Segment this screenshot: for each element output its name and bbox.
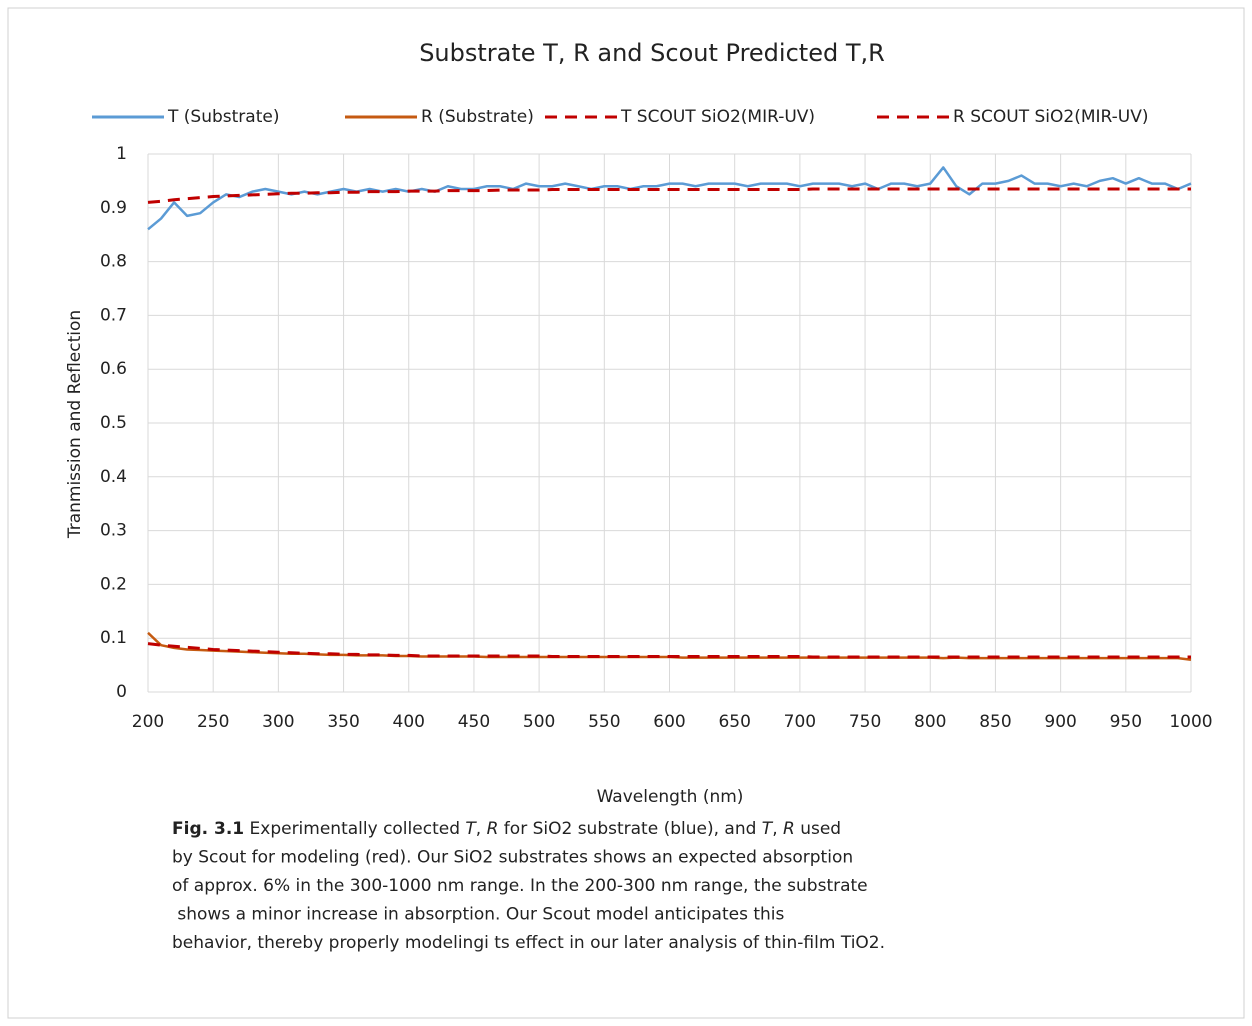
x-tick-label: 950 bbox=[1110, 712, 1142, 732]
caption-run: , bbox=[476, 819, 487, 839]
x-tick-label: 500 bbox=[523, 712, 555, 732]
caption-line: Fig. 3.1 Experimentally collected T, R f… bbox=[172, 819, 841, 839]
x-tick-label: 550 bbox=[588, 712, 620, 732]
caption-line: of approx. 6% in the 300-1000 nm range. … bbox=[172, 876, 868, 896]
caption-line: behavior, thereby properly modelingi ts … bbox=[172, 933, 885, 953]
caption-run: , bbox=[772, 819, 783, 839]
y-tick-label: 0.5 bbox=[100, 413, 127, 433]
caption-line: shows a minor increase in absorption. Ou… bbox=[172, 905, 785, 925]
x-tick-label: 700 bbox=[784, 712, 816, 732]
x-tick-label: 750 bbox=[849, 712, 881, 732]
x-tick-label: 1000 bbox=[1169, 712, 1212, 732]
legend-label: R SCOUT SiO2(MIR-UV) bbox=[953, 107, 1148, 127]
y-tick-label: 0.2 bbox=[100, 574, 127, 594]
x-tick-label: 200 bbox=[132, 712, 164, 732]
x-tick-label: 650 bbox=[718, 712, 750, 732]
caption-run: T bbox=[465, 819, 477, 839]
caption-run: Experimentally collected bbox=[244, 819, 465, 839]
caption-run: used bbox=[795, 819, 841, 839]
series-line bbox=[147, 166, 1192, 231]
chart-border bbox=[7, 7, 1245, 1019]
y-tick-label: 0.9 bbox=[100, 198, 127, 218]
caption-run: T bbox=[762, 819, 774, 839]
chart-title: Substrate T, R and Scout Predicted T,R bbox=[419, 39, 885, 67]
legend-label: T (Substrate) bbox=[167, 107, 279, 127]
legend-label: R (Substrate) bbox=[421, 107, 534, 127]
x-tick-label: 900 bbox=[1044, 712, 1076, 732]
y-tick-label: 0.6 bbox=[100, 359, 127, 379]
x-tick-label: 600 bbox=[653, 712, 685, 732]
caption-run: Fig. 3.1 bbox=[172, 819, 244, 839]
caption-run: shows a minor increase in absorption. Ou… bbox=[172, 905, 785, 925]
caption-run: of approx. 6% in the 300-1000 nm range. … bbox=[172, 876, 868, 896]
caption-run: by Scout for modeling (red). Our SiO2 su… bbox=[172, 848, 853, 868]
legend-label: T SCOUT SiO2(MIR-UV) bbox=[620, 107, 815, 127]
x-tick-label: 250 bbox=[197, 712, 229, 732]
series-line bbox=[147, 187, 1191, 204]
x-tick-label: 450 bbox=[458, 712, 490, 732]
y-tick-label: 1 bbox=[116, 144, 127, 164]
x-tick-label: 350 bbox=[327, 712, 359, 732]
y-tick-label: 0.7 bbox=[100, 305, 127, 325]
y-tick-label: 0 bbox=[116, 682, 127, 702]
x-tick-label: 300 bbox=[262, 712, 294, 732]
caption-line: by Scout for modeling (red). Our SiO2 su… bbox=[172, 848, 853, 868]
x-axis-label: Wavelength (nm) bbox=[597, 787, 744, 807]
series-line bbox=[147, 642, 1191, 659]
y-tick-label: 0.8 bbox=[100, 252, 127, 272]
x-tick-label: 400 bbox=[393, 712, 425, 732]
y-tick-label: 0.3 bbox=[100, 521, 127, 541]
y-tick-label: 0.4 bbox=[100, 467, 127, 487]
caption-run: for SiO2 substrate (blue), and bbox=[498, 819, 761, 839]
x-tick-label: 800 bbox=[914, 712, 946, 732]
y-axis-label: Tranmission and Reflection bbox=[65, 310, 85, 539]
caption-run: R bbox=[783, 819, 795, 839]
caption-run: R bbox=[487, 819, 499, 839]
x-tick-label: 850 bbox=[979, 712, 1011, 732]
y-tick-label: 0.1 bbox=[100, 628, 127, 648]
caption-run: behavior, thereby properly modelingi ts … bbox=[172, 933, 885, 953]
